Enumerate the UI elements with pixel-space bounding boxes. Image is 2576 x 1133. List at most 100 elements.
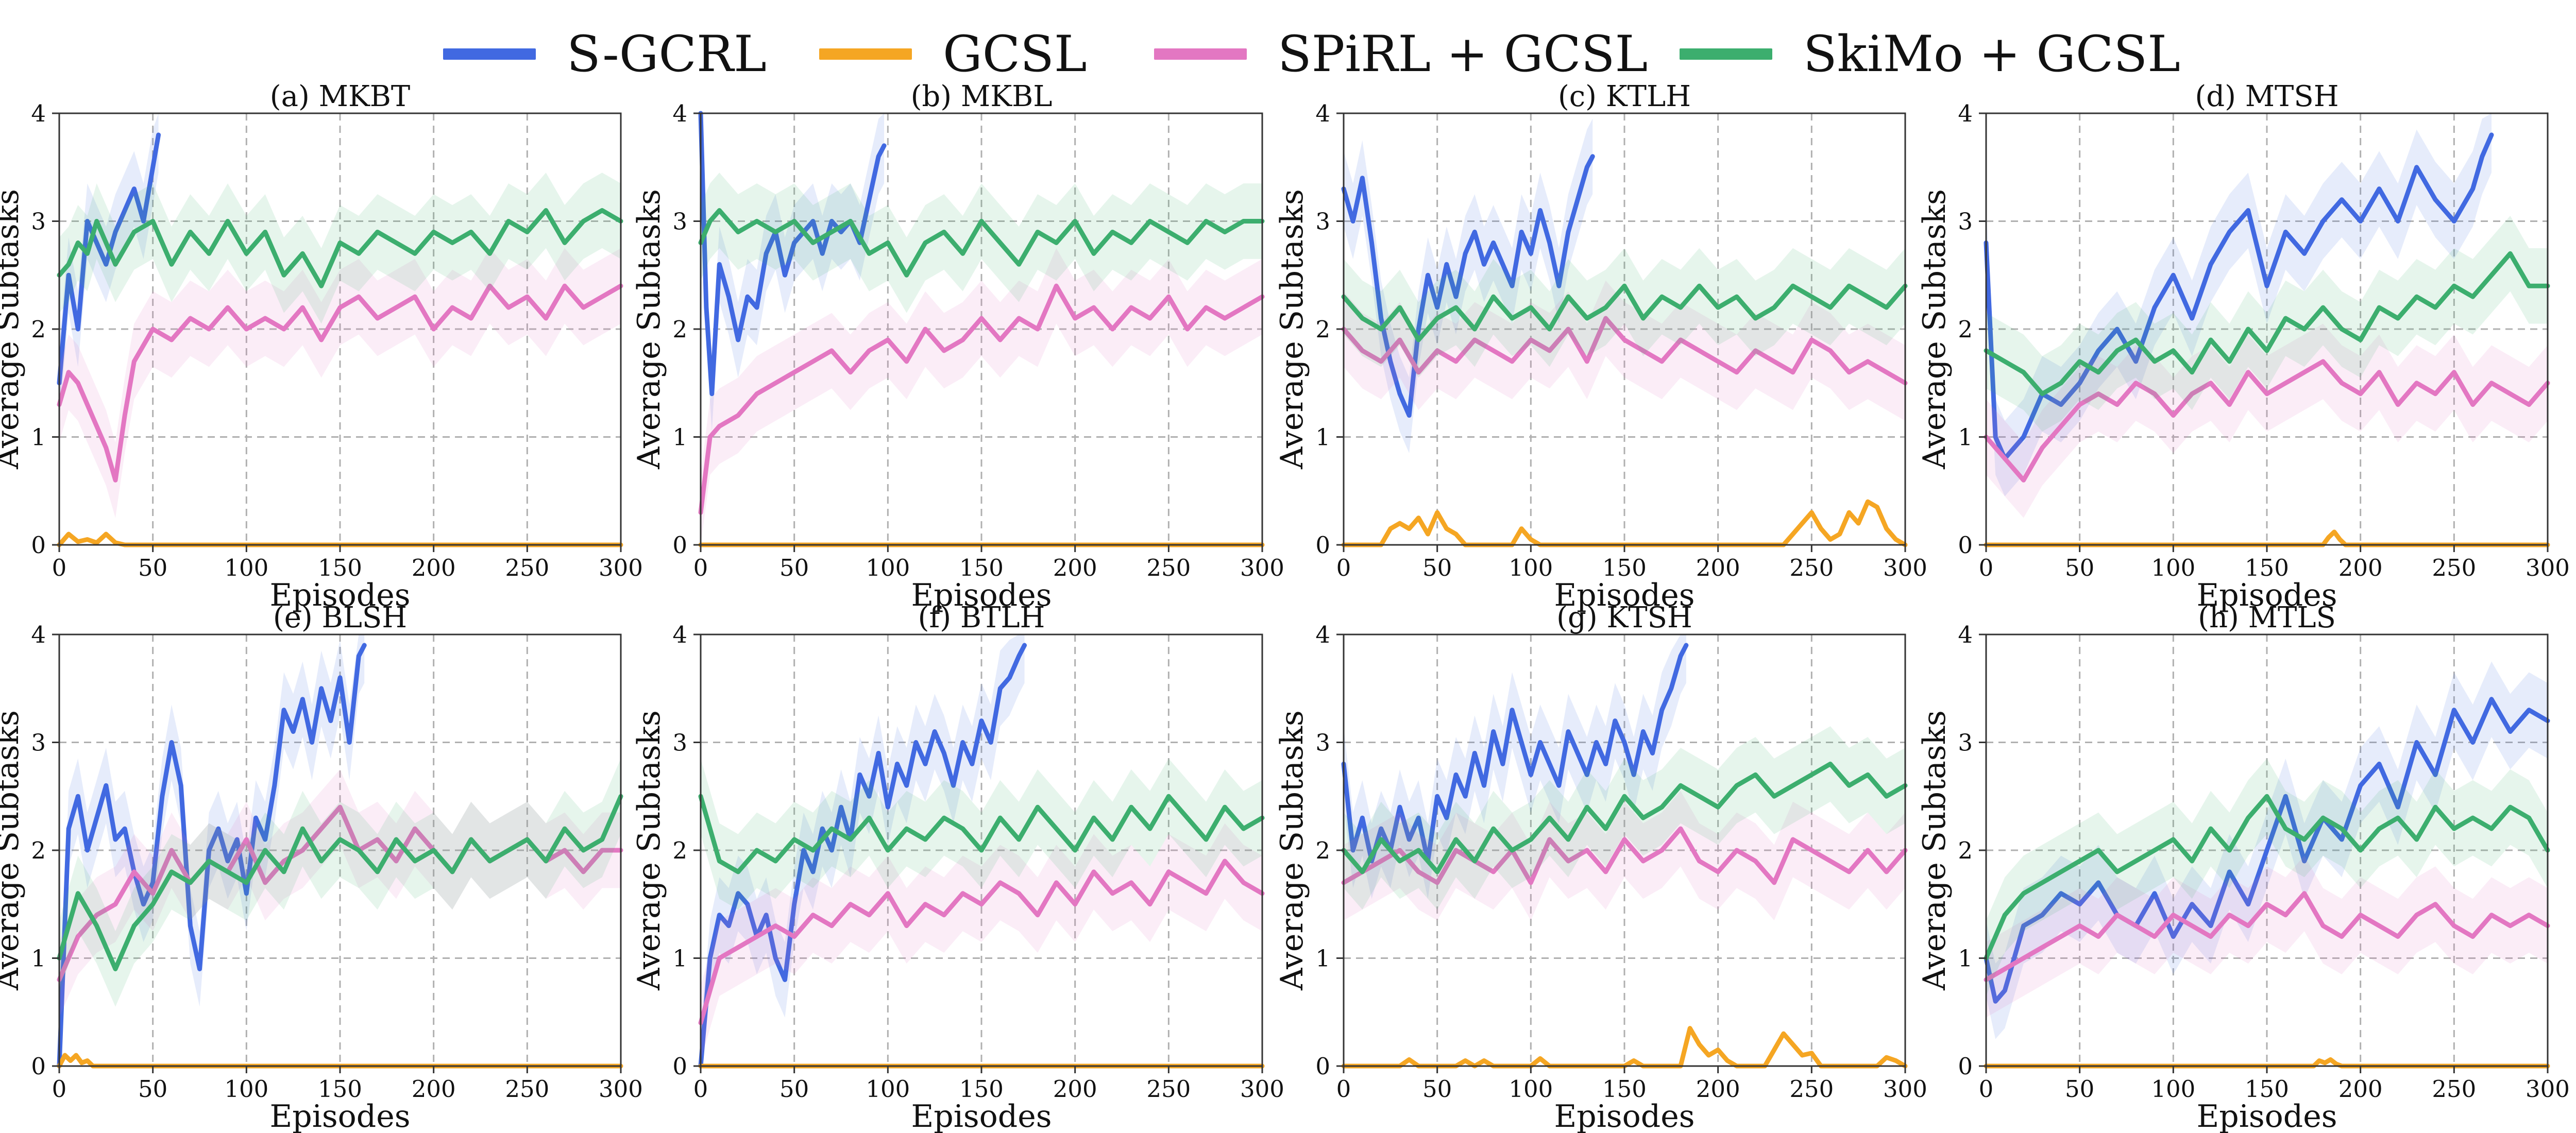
x-tick-label: 0 [1979,554,1994,581]
series-line-spirl-gcsl [57,283,623,483]
legend-label-gcsl: GCSL [943,25,1087,83]
band-skimo-gcsl [701,173,1262,313]
x-tick-label: 300 [2526,554,2570,581]
y-tick-label: 2 [31,316,46,343]
x-tick-label: 100 [1509,1075,1553,1103]
band-s-gcrl [1344,634,1686,899]
y-tick-label: 0 [1315,1053,1330,1080]
legend: S-GCRL GCSL SPiRL + GCSL SkiMo + GCSL [0,0,2576,103]
series-line-s-gcrl [57,643,367,1069]
x-tick-label: 150 [959,554,1004,581]
y-tick-label: 3 [672,208,687,235]
y-tick-label: 0 [672,1053,687,1080]
x-tick-label: 100 [224,554,268,581]
series-line-s-gcrl [1341,643,1689,864]
x-tick-label: 150 [318,1075,362,1103]
x-tick-label: 300 [1240,554,1284,581]
y-tick-label: 1 [1315,424,1330,451]
band-skimo-gcsl [1986,216,2548,432]
subplot-5: 0 50 100 150 200 250 300 0 1 2 3 4 (e) BLSH Episodes A… [0,601,643,1133]
x-tick-label: 50 [779,554,809,581]
y-axis-label: Average Subtasks [631,189,667,470]
x-tick-label: 50 [2065,554,2094,581]
series-line-spirl-gcsl [1984,891,2550,982]
band-spirl-gcsl [1986,323,2548,518]
band-spirl-gcsl [1986,855,2548,1018]
x-tick-label: 0 [1979,1075,1994,1103]
x-tick-label: 250 [2432,554,2476,581]
y-tick-label: 2 [31,837,46,864]
x-tick-label: 100 [2151,1075,2195,1103]
series-line-spirl-gcsl [698,859,1265,1025]
subplot-title: (a) MKBT [270,80,411,113]
y-tick-label: 1 [672,424,687,451]
y-tick-label: 3 [1315,208,1330,235]
x-tick-label: 150 [1602,1075,1647,1103]
x-tick-label: 200 [1053,554,1097,581]
y-tick-label: 4 [31,100,46,127]
y-tick-label: 4 [672,100,687,127]
legend-swatch-spirl-gcsl [1154,48,1247,60]
x-tick-label: 200 [412,1075,456,1103]
band-s-gcrl [701,634,1025,1066]
series-line-skimo-gcsl [1984,251,2550,397]
subplot-2: 0 50 100 150 200 250 300 0 1 2 3 4 (b) MKBL Episodes A… [631,80,1284,613]
y-tick-label: 3 [31,729,46,757]
x-axis-label: Episodes [911,1098,1052,1133]
y-tick-label: 3 [1958,208,1973,235]
series-line-s-gcrl [1341,154,1595,418]
subplot-title: (h) MTLS [2198,601,2336,634]
series-line-gcsl [57,1053,623,1069]
band-s-gcrl [701,113,885,432]
subplot-8: 0 50 100 150 200 250 300 0 1 2 3 4 (h) MTLS Episodes A… [1917,601,2570,1133]
x-tick-label: 200 [1696,554,1740,581]
y-tick-label: 4 [31,621,46,648]
x-tick-label: 300 [599,554,643,581]
subplot-title: (b) MKBL [911,80,1053,113]
x-tick-label: 200 [1053,1075,1097,1103]
band-skimo-gcsl [1344,726,1905,910]
x-axis-label: Episodes [1554,577,1694,613]
subplot-title: (f) BTLH [918,601,1045,634]
x-tick-label: 100 [866,554,910,581]
series-line-s-gcrl [698,643,1027,1069]
legend-swatch-gcsl [819,48,912,60]
series-line-s-gcrl [1984,697,2550,1004]
x-tick-label: 50 [138,554,167,581]
x-tick-label: 0 [52,554,67,581]
subplot-title: (e) BLSH [273,601,407,634]
x-axis-label: Episodes [269,1098,410,1133]
band-skimo-gcsl [59,758,621,1007]
subplot-7: 0 50 100 150 200 250 300 0 1 2 3 4 (g) KTSH Episodes A… [1274,601,1927,1133]
y-tick-label: 3 [1958,729,1973,757]
band-s-gcrl [59,634,365,1066]
y-tick-label: 1 [1315,945,1330,972]
legend-item-skimo-gcsl: SkiMo + GCSL [1680,23,2180,85]
y-tick-label: 2 [1958,316,1973,343]
y-tick-label: 0 [1958,531,1973,559]
x-tick-label: 250 [505,1075,549,1103]
series-line-spirl-gcsl [1984,359,2550,483]
y-tick-label: 2 [1958,837,1973,864]
x-tick-label: 50 [1422,1075,1452,1103]
x-tick-label: 100 [866,1075,910,1103]
x-tick-label: 250 [505,554,549,581]
y-tick-label: 1 [1958,945,1973,972]
x-tick-label: 50 [2065,1075,2094,1103]
y-tick-label: 2 [672,316,687,343]
y-tick-label: 3 [31,208,46,235]
x-tick-label: 150 [318,554,362,581]
band-spirl-gcsl [701,248,1262,545]
y-axis-label: Average Subtasks [1917,189,1953,470]
y-tick-label: 4 [672,621,687,648]
subplot-3: 0 50 100 150 200 250 300 0 1 2 3 4 (c) KTLH Episodes A… [1274,80,1927,613]
y-tick-label: 0 [672,531,687,559]
y-tick-label: 0 [1315,531,1330,559]
x-tick-label: 200 [412,554,456,581]
subplot-title: (d) MTSH [2195,80,2338,113]
legend-label-spirl-gcsl: SPiRL + GCSL [1278,25,1648,83]
x-tick-label: 150 [1602,554,1647,581]
subplot-4: 0 50 100 150 200 250 300 0 1 2 3 4 (d) MTSH Episodes A… [1917,80,2570,613]
series-line-spirl-gcsl [1341,316,1908,386]
